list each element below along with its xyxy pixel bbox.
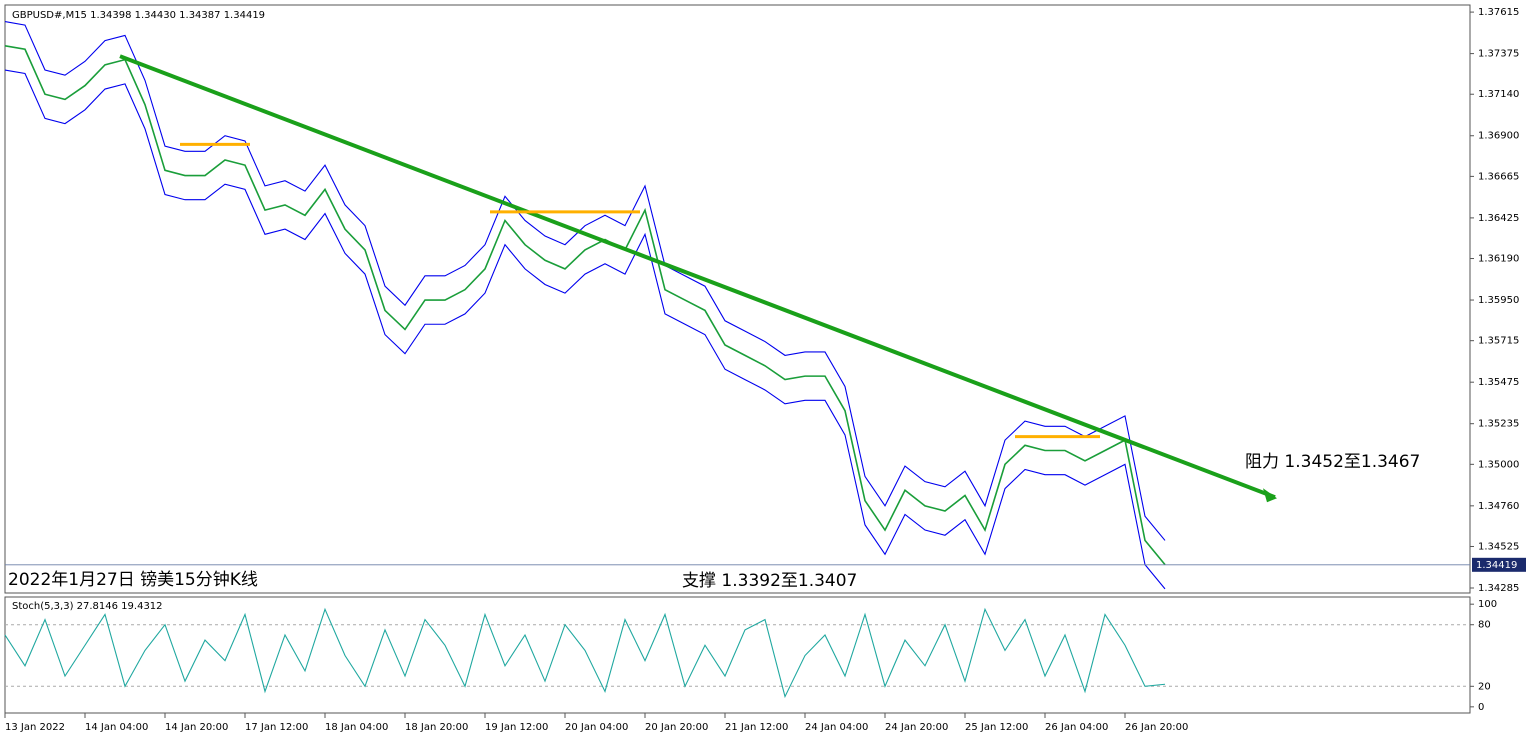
y-tick-label: 1.36665 bbox=[1478, 171, 1519, 182]
x-tick-label: 18 Jan 04:00 bbox=[325, 722, 388, 733]
x-tick-label: 13 Jan 2022 bbox=[5, 722, 65, 733]
stoch-title: Stoch(5,3,3) 27.8146 19.4312 bbox=[12, 601, 163, 612]
y-tick-label: 1.35235 bbox=[1478, 419, 1519, 430]
y-tick-label: 1.35475 bbox=[1478, 377, 1519, 388]
x-tick-label: 26 Jan 20:00 bbox=[1125, 722, 1188, 733]
y-tick-label: 20 bbox=[1478, 681, 1491, 692]
x-tick-label: 14 Jan 04:00 bbox=[85, 722, 148, 733]
y-tick-label: 1.36425 bbox=[1478, 213, 1519, 224]
annotation: 2022年1月27日 镑美15分钟K线 bbox=[8, 570, 258, 590]
x-tick-label: 24 Jan 20:00 bbox=[885, 722, 948, 733]
annotation: 阻力 1.3452至1.3467 bbox=[1245, 452, 1420, 472]
y-tick-label: 1.34285 bbox=[1478, 583, 1519, 594]
arrow-head bbox=[1263, 488, 1277, 503]
x-tick-label: 21 Jan 12:00 bbox=[725, 722, 788, 733]
y-tick-label: 1.34525 bbox=[1478, 541, 1519, 552]
x-tick-label: 25 Jan 12:00 bbox=[965, 722, 1028, 733]
y-tick-label: 1.36190 bbox=[1478, 254, 1519, 265]
stoch-panel bbox=[4, 596, 1471, 714]
x-tick-label: 14 Jan 20:00 bbox=[165, 722, 228, 733]
y-tick-label: 1.35950 bbox=[1478, 295, 1519, 306]
y-tick-label: 1.37140 bbox=[1478, 89, 1519, 100]
current-price-box bbox=[1472, 557, 1526, 572]
x-tick-label: 19 Jan 12:00 bbox=[485, 722, 548, 733]
x-tick-label: 24 Jan 04:00 bbox=[805, 722, 868, 733]
x-tick-label: 17 Jan 12:00 bbox=[245, 722, 308, 733]
x-tick-label: 26 Jan 04:00 bbox=[1045, 722, 1108, 733]
y-tick-label: 1.37615 bbox=[1478, 7, 1519, 18]
y-tick-label: 0 bbox=[1478, 702, 1484, 713]
y-tick-label: 1.34760 bbox=[1478, 501, 1519, 512]
current-price-label: 1.34419 bbox=[1476, 560, 1517, 571]
y-tick-label: 1.35715 bbox=[1478, 336, 1519, 347]
y-tick-label: 100 bbox=[1478, 599, 1497, 610]
chart-title: GBPUSD#,M15 1.34398 1.34430 1.34387 1.34… bbox=[12, 10, 265, 21]
x-tick-label: 20 Jan 20:00 bbox=[645, 722, 708, 733]
y-tick-label: 1.35000 bbox=[1478, 459, 1519, 470]
x-tick-label: 18 Jan 20:00 bbox=[405, 722, 468, 733]
series-line bbox=[4, 45, 1166, 566]
series-line bbox=[4, 21, 1166, 541]
annotation: 支撑 1.3392至1.3407 bbox=[682, 571, 857, 591]
main-panel bbox=[4, 4, 1471, 594]
y-tick-label: 1.37375 bbox=[1478, 49, 1519, 60]
series-line bbox=[4, 607, 1166, 699]
series-line bbox=[4, 69, 1166, 590]
x-tick-label: 20 Jan 04:00 bbox=[565, 722, 628, 733]
y-tick-label: 1.36900 bbox=[1478, 131, 1519, 142]
drawn-line bbox=[119, 54, 1276, 500]
y-tick-label: 80 bbox=[1478, 620, 1491, 631]
